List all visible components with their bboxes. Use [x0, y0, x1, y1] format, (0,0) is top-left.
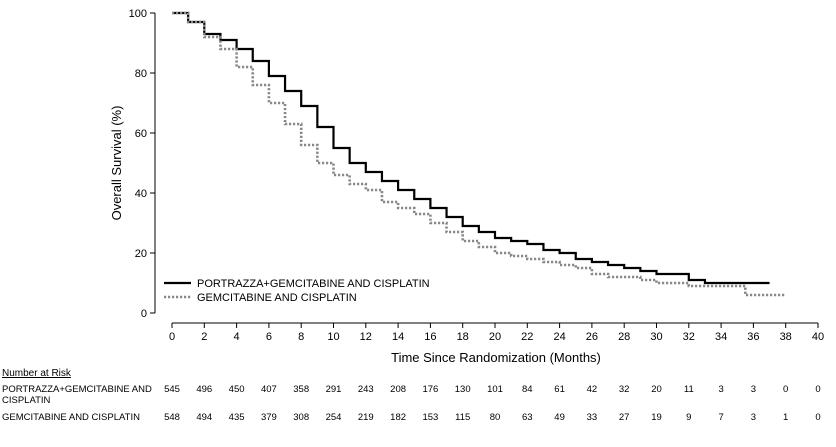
risk-count: 208: [390, 384, 407, 395]
risk-count: 450: [228, 384, 245, 395]
legend: PORTRAZZA+GEMCITABINE AND CISPLATIN GEMCI…: [164, 278, 430, 304]
risk-count: 358: [293, 384, 310, 395]
x-tick-label: 14: [392, 331, 404, 343]
risk-count: 548: [164, 412, 180, 423]
x-tick-label: 38: [780, 331, 792, 343]
risk-count: 545: [164, 384, 180, 395]
x-tick-label: 34: [715, 331, 727, 343]
x-tick-label: 12: [360, 331, 372, 343]
risk-count: 291: [325, 384, 342, 395]
risk-count: 219: [357, 412, 374, 423]
risk-count: 19: [651, 412, 662, 423]
risk-count: 1: [783, 412, 789, 423]
risk-count: 11: [683, 384, 694, 395]
y-tick-label: 0: [141, 308, 147, 320]
risk-row-label-gc: GEMCITABINE AND CISPLATIN: [2, 412, 140, 423]
risk-count: 32: [618, 384, 630, 395]
risk-count: 33: [586, 412, 598, 423]
x-tick-label: 30: [650, 331, 662, 343]
legend-label-0: PORTRAZZA+GEMCITABINE AND CISPLATIN: [197, 278, 430, 290]
y-tick-label: 20: [135, 248, 147, 260]
risk-count: 49: [554, 412, 565, 423]
x-tick-label: 40: [812, 331, 824, 343]
risk-count: 7: [718, 412, 724, 423]
risk-count: 0: [815, 384, 821, 395]
y-tick-label: 40: [135, 188, 147, 200]
risk-count: 243: [357, 384, 374, 395]
risk-count: 435: [228, 412, 245, 423]
x-tick-label: 20: [489, 331, 501, 343]
x-tick-label: 2: [201, 331, 207, 343]
risk-count: 3: [718, 384, 724, 395]
risk-count: 0: [783, 384, 789, 395]
risk-count: 0: [815, 412, 821, 423]
risk-count: 494: [196, 412, 213, 423]
x-tick-label: 16: [424, 331, 436, 343]
x-tick-label: 24: [553, 331, 565, 343]
x-tick-label: 32: [683, 331, 695, 343]
x-tick-label: 36: [747, 331, 759, 343]
risk-count: 254: [325, 412, 342, 423]
risk-table-title: Number at Risk: [2, 368, 71, 379]
y-axis-title: Overall Survival (%): [109, 106, 124, 221]
risk-count: 101: [487, 384, 503, 395]
risk-count: 27: [618, 412, 630, 423]
risk-count: 153: [422, 412, 439, 423]
y-tick-label: 100: [129, 8, 147, 20]
risk-count: 20: [651, 384, 662, 395]
x-tick-label: 22: [521, 331, 533, 343]
risk-count: 407: [260, 384, 277, 395]
risk-count: 9: [686, 412, 692, 423]
risk-count: 308: [293, 412, 310, 423]
risk-count: 130: [454, 384, 471, 395]
risk-count: 496: [196, 384, 213, 395]
legend-label-1: GEMCITABINE AND CISPLATIN: [197, 292, 357, 304]
y-tick-label: 80: [135, 68, 147, 80]
x-tick-label: 4: [234, 331, 240, 343]
x-tick-label: 18: [457, 331, 469, 343]
x-tick-label: 0: [169, 331, 175, 343]
x-tick-label: 6: [266, 331, 272, 343]
x-tick-label: 8: [298, 331, 304, 343]
risk-count: 3: [750, 412, 757, 423]
x-axis-title: Time Since Randomization (Months): [391, 350, 601, 365]
risk-count: 3: [750, 384, 757, 395]
risk-count: 182: [390, 412, 407, 423]
risk-count: 61: [554, 384, 565, 395]
risk-count: 80: [489, 412, 501, 423]
risk-count: 42: [586, 384, 598, 395]
risk-count: 84: [522, 384, 533, 395]
series-lines: [172, 11, 786, 297]
series-line-1: [172, 11, 786, 297]
series-line-0: [172, 11, 770, 285]
risk-count: 379: [260, 412, 277, 423]
x-tick-label: 28: [618, 331, 630, 343]
x-tick-label: 10: [327, 331, 339, 343]
risk-row-label-portrazza: PORTRAZZA+GEMCITABINE AND CISPLATIN: [2, 384, 152, 406]
risk-count: 63: [522, 412, 533, 423]
y-tick-label: 60: [135, 128, 147, 140]
x-tick-label: 26: [586, 331, 598, 343]
risk-count: 176: [422, 384, 439, 395]
risk-count: 115: [455, 412, 471, 423]
